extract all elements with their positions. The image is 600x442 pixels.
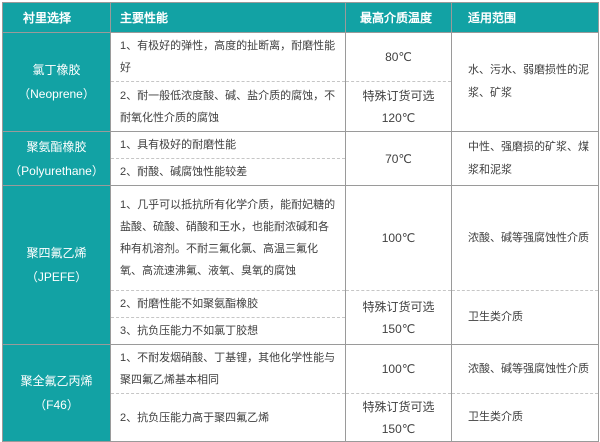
performance-cell: 2、耐一般低浓度酸、碱、盐介质的腐蚀，不耐氧化性介质的腐蚀	[110, 81, 346, 132]
temp-order-note: 特殊订货可选	[362, 399, 435, 414]
lining-name-cn: 聚四氟乙烯	[26, 246, 87, 260]
lining-name-ptfe: 聚四氟乙烯 （JPEFE）	[2, 185, 111, 345]
performance-cell: 1、具有极好的耐磨性能	[110, 131, 346, 159]
performance-cell: 3、抗负压能力不如氯丁胶想	[110, 317, 346, 345]
temp-order-note: 特殊订货可选	[362, 299, 435, 314]
temperature-cell: 70℃	[345, 131, 452, 186]
table-row: 聚氨酯橡胶 （Polyurethane） 1、具有极好的耐磨性能 70℃ 中性、…	[2, 131, 599, 186]
temp-value: 150℃	[381, 421, 416, 436]
lining-name-en: （Neoprene）	[18, 87, 95, 101]
temp-order-note: 特殊订货可选	[362, 88, 435, 103]
table-row: 氯丁橡胶 （Neoprene） 1、有极好的弹性，高度的扯断离，耐磨性能好 80…	[2, 32, 599, 132]
scope-cell: 卫生类介质	[451, 393, 599, 442]
scope-cell: 卫生类介质	[451, 290, 599, 345]
scope-cell: 浓酸、碱等强腐蚀性介质	[451, 344, 599, 394]
header-lining-selection: 衬里选择	[2, 2, 111, 33]
scope-cell: 中性、强磨损的矿浆、煤浆和泥浆	[451, 131, 599, 186]
performance-cell: 1、几乎可以抵抗所有化学介质，能耐妃糖的盐酸、硫酸、硝酸和王水，也能耐浓碱和各种…	[110, 185, 346, 291]
header-main-performance: 主要性能	[110, 2, 346, 33]
lining-name-cn: 聚氨酯橡胶	[26, 139, 87, 154]
lining-name-cn: 氯丁橡胶	[32, 63, 81, 77]
performance-cell: 2、耐酸、碱腐蚀性能较差	[110, 158, 346, 186]
lining-name-en: （Polyurethane）	[9, 163, 104, 178]
header-max-medium-temperature: 最高介质温度	[345, 2, 452, 33]
lining-name-en: （F46）	[34, 398, 79, 412]
lining-name-polyurethane: 聚氨酯橡胶 （Polyurethane）	[2, 131, 111, 186]
temperature-cell: 100℃	[345, 185, 452, 291]
scope-cell: 水、污水、弱磨损性的泥浆、矿浆	[451, 32, 599, 132]
lining-name-cn: 聚全氟乙丙烯	[20, 374, 93, 388]
temperature-cell: 100℃	[345, 344, 452, 394]
table-header-row: 衬里选择 主要性能 最高介质温度 适用范围	[2, 2, 599, 33]
temp-value: 120℃	[381, 110, 416, 125]
lining-name-en: （JPEFE）	[25, 270, 88, 284]
table-row: 2、耐酸、碱腐蚀性能较差	[3, 158, 599, 186]
table-row: 聚四氟乙烯 （JPEFE） 1、几乎可以抵抗所有化学介质，能耐妃糖的盐酸、硫酸、…	[2, 185, 599, 345]
lining-name-neoprene: 氯丁橡胶 （Neoprene）	[2, 32, 111, 132]
scope-cell: 浓酸、碱等强腐蚀性介质	[451, 185, 599, 291]
temperature-cell: 特殊订货可选 120℃	[345, 81, 452, 132]
performance-cell: 2、抗负压能力高于聚四氟乙烯	[110, 393, 346, 442]
table-row: 聚全氟乙丙烯 （F46） 1、不耐发烟硝酸、丁基锂，其他化学性能与聚四氟乙烯基本…	[2, 344, 599, 442]
performance-cell: 2、耐磨性能不如聚氨酯橡胶	[110, 290, 346, 318]
table-row: 2、耐一般低浓度酸、碱、盐介质的腐蚀，不耐氧化性介质的腐蚀 特殊订货可选 120…	[3, 81, 599, 132]
table-row: 2、耐磨性能不如聚氨酯橡胶 特殊订货可选 150℃ 卫生类介质	[3, 290, 599, 345]
temperature-cell: 特殊订货可选 150℃	[345, 393, 452, 442]
temperature-cell: 80℃	[345, 32, 452, 82]
table-row: 3、抗负压能力不如氯丁胶想	[3, 317, 599, 345]
lining-name-f46: 聚全氟乙丙烯 （F46）	[2, 344, 111, 442]
header-applicable-scope: 适用范围	[451, 2, 599, 33]
temp-value: 150℃	[381, 321, 416, 336]
performance-cell: 1、不耐发烟硝酸、丁基锂，其他化学性能与聚四氟乙烯基本相同	[110, 344, 346, 394]
performance-cell: 1、有极好的弹性，高度的扯断离，耐磨性能好	[110, 32, 346, 82]
temperature-cell: 特殊订货可选 150℃	[345, 290, 452, 345]
